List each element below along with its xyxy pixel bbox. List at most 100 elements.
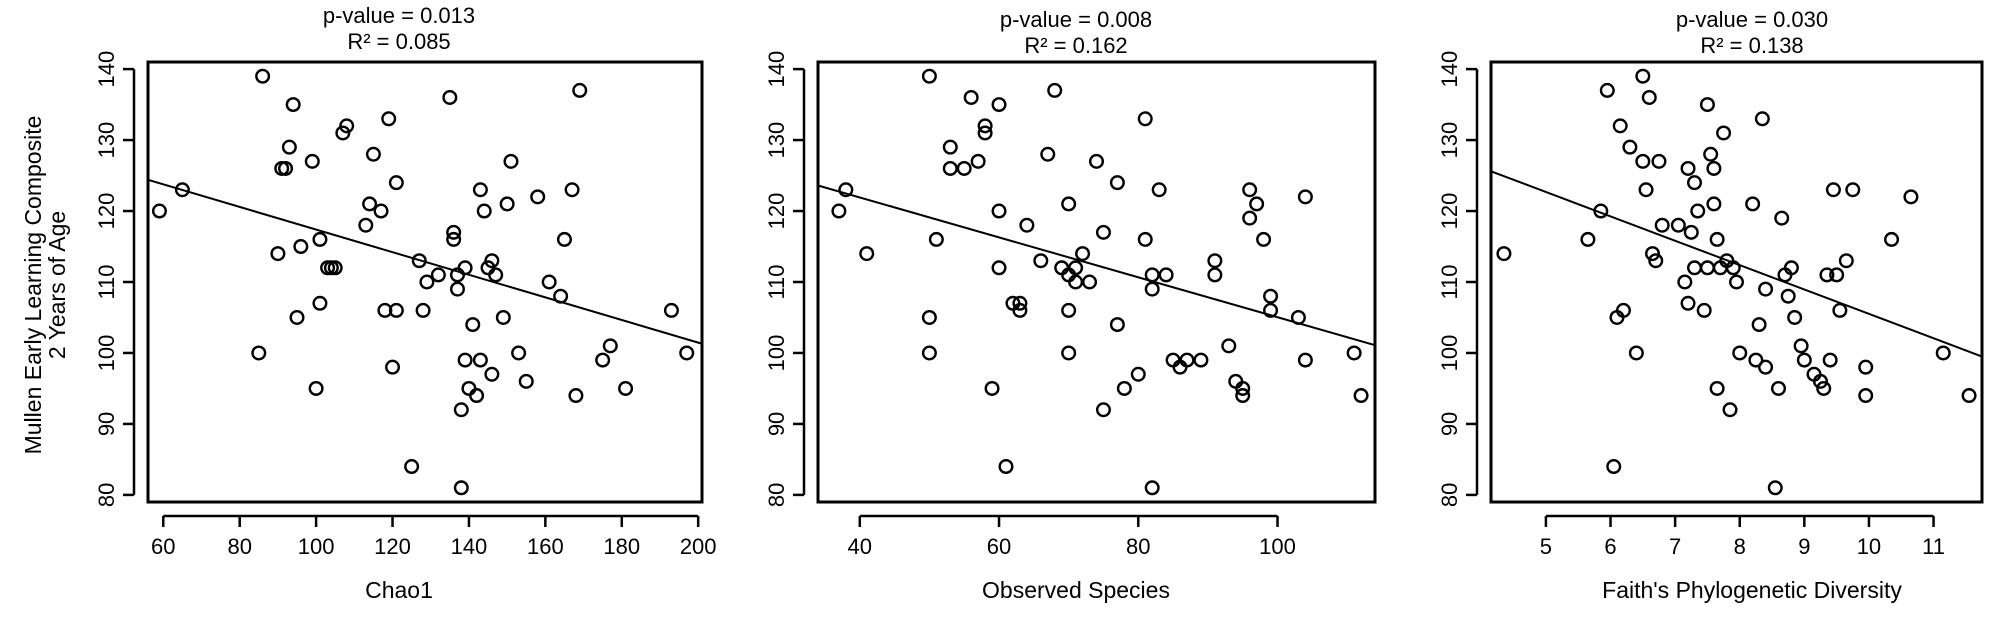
data-point [553, 288, 569, 304]
data-point [1297, 189, 1313, 205]
data-point [1699, 97, 1715, 113]
data-point [1758, 281, 1774, 297]
y-tick-label: 80 [764, 483, 789, 507]
regression-line [817, 184, 1376, 347]
data-point [1728, 274, 1744, 290]
data-point [1645, 246, 1661, 262]
data-point [1179, 352, 1195, 368]
data-point [289, 309, 305, 325]
data-point [373, 203, 389, 219]
data-point [365, 146, 381, 162]
y-tick-label: 130 [764, 122, 789, 159]
data-point [1641, 89, 1657, 105]
data-point [388, 302, 404, 318]
data-point [1082, 274, 1098, 290]
x-axis-title: Observed Species [982, 577, 1170, 603]
data-point [1699, 260, 1715, 276]
data-point [1796, 352, 1812, 368]
data-point [1648, 253, 1664, 269]
data-point [1651, 153, 1667, 169]
data-point [921, 345, 937, 361]
panel-chao1: p-value = 0.013 R² = 0.085 Chao1 60 80 100… [94, 3, 717, 603]
data-point [1725, 260, 1741, 276]
data-point [663, 302, 679, 318]
data-point [1095, 224, 1111, 240]
data-point [595, 352, 611, 368]
data-point [488, 267, 504, 283]
data-point [1745, 196, 1761, 212]
data-point [1961, 388, 1977, 404]
plot-frame [1489, 60, 1984, 504]
data-point [358, 217, 374, 233]
data-point [1109, 317, 1125, 333]
data-point [484, 366, 500, 382]
data-point [618, 380, 634, 396]
data-point [362, 196, 378, 212]
data-point [1732, 345, 1748, 361]
y-tick-label: 80 [94, 483, 119, 507]
panel-r-squared: R² = 0.162 [1024, 33, 1127, 58]
x-axis-title: Chao1 [365, 577, 433, 603]
data-point [1109, 175, 1125, 191]
data-point [1207, 253, 1223, 269]
data-point [1677, 274, 1693, 290]
data-point [339, 118, 355, 134]
data-point [449, 281, 465, 297]
data-point [1353, 388, 1369, 404]
data-point [1635, 68, 1651, 84]
panel-r-squared: R² = 0.085 [347, 29, 450, 54]
x-tick-label: 80 [227, 534, 251, 559]
data-point [963, 89, 979, 105]
data-point [1816, 380, 1832, 396]
data-point [1687, 175, 1703, 191]
data-point [1346, 345, 1362, 361]
data-point [1935, 345, 1951, 361]
data-point [1787, 309, 1803, 325]
data-point [151, 203, 167, 219]
data-point [1158, 267, 1174, 283]
data-point [472, 182, 488, 198]
data-point [1144, 281, 1160, 297]
data-point [404, 459, 420, 475]
data-point [415, 302, 431, 318]
data-point [327, 260, 343, 276]
x-tick-label: 5 [1540, 534, 1552, 559]
x-tick-label: 180 [603, 534, 640, 559]
y-tick-label: 90 [764, 412, 789, 436]
data-point [312, 295, 328, 311]
data-point [484, 253, 500, 269]
data-point [1151, 182, 1167, 198]
data-point [1622, 139, 1638, 155]
data-point [255, 68, 271, 84]
data-point [921, 68, 937, 84]
data-point [1040, 146, 1056, 162]
data-point [1207, 267, 1223, 283]
data-point [1612, 118, 1628, 134]
data-point [831, 203, 847, 219]
data-point [1838, 253, 1854, 269]
data-point [1116, 380, 1132, 396]
data-point [1242, 210, 1258, 226]
data-point [928, 231, 944, 247]
data-point [1780, 288, 1796, 304]
x-tick-label: 9 [1798, 534, 1810, 559]
data-point [335, 125, 351, 141]
y-tick-label: 140 [94, 51, 119, 88]
x-tick-label: 10 [1857, 534, 1881, 559]
data-point [984, 380, 1000, 396]
y-tick-label: 90 [1437, 412, 1462, 436]
data-point [1774, 210, 1790, 226]
data-point [1263, 288, 1279, 304]
data-point [469, 388, 485, 404]
data-point [1297, 352, 1313, 368]
data-point [1770, 380, 1786, 396]
y-tick-label: 120 [1437, 193, 1462, 230]
data-point [1793, 338, 1809, 354]
data-point [1047, 82, 1063, 98]
x-tick-label: 200 [680, 534, 717, 559]
data-point [956, 160, 972, 176]
data-point [1819, 267, 1835, 283]
y-tick-label: 120 [94, 193, 119, 230]
data-point [304, 153, 320, 169]
